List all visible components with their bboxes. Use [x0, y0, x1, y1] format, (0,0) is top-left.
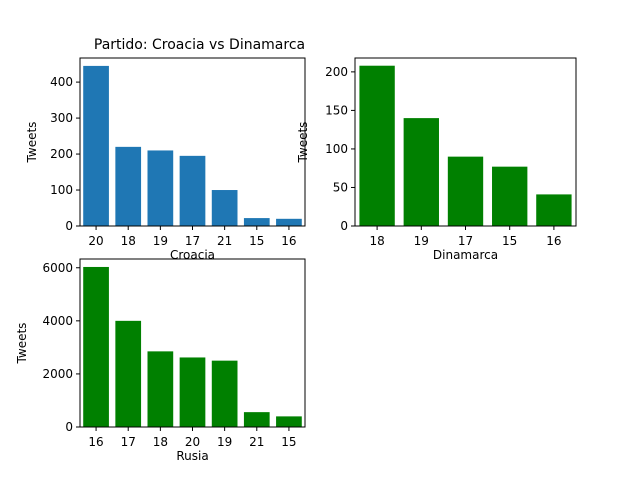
y-tick-label: 100	[50, 183, 73, 197]
bar-21	[211, 190, 238, 226]
bar-19	[147, 150, 174, 226]
bar-18	[359, 65, 395, 227]
y-axis-label: Tweets	[15, 323, 29, 365]
bar-19	[403, 118, 439, 226]
y-tick-label: 300	[50, 111, 73, 125]
x-tick-label: 20	[185, 435, 200, 449]
x-tick-label: 16	[281, 234, 296, 248]
x-tick-label: 17	[458, 234, 473, 248]
y-tick-label: 100	[325, 142, 348, 156]
bar-20	[83, 65, 109, 226]
bar-16	[276, 218, 302, 226]
x-tick-label: 20	[88, 234, 103, 248]
x-tick-label: 18	[153, 435, 168, 449]
x-axis-label: Rusia	[176, 449, 208, 463]
bar-17	[115, 320, 142, 427]
x-tick-label: 15	[281, 435, 296, 449]
x-axis-label: Dinamarca	[433, 248, 498, 262]
x-tick-label: 17	[121, 435, 136, 449]
bar-18	[115, 146, 142, 226]
x-tick-label: 21	[217, 234, 232, 248]
subplot-3: 16 17 18 20 19 21 15 0 2000 4000 6000 Rusia Tweets	[15, 258, 306, 463]
bar-15	[276, 416, 302, 427]
x-tick-label: 15	[249, 234, 264, 248]
bar-19	[211, 360, 238, 427]
x-tick-label: 16	[546, 234, 561, 248]
y-tick-label: 200	[50, 147, 73, 161]
y-tick-label: 0	[65, 219, 73, 233]
bar-20	[179, 357, 206, 427]
bar-16	[83, 266, 109, 427]
x-tick-label: 19	[217, 435, 232, 449]
bar-15	[492, 166, 528, 226]
y-tick-label: 6000	[42, 261, 73, 275]
x-tick-label: 16	[88, 435, 103, 449]
x-tick-label: 18	[121, 234, 136, 248]
y-axis-label: Tweets	[25, 122, 39, 164]
x-axis-label: Croacia	[170, 248, 215, 262]
bar-21	[243, 412, 270, 427]
y-tick-label: 4000	[42, 314, 73, 328]
x-tick-label: 17	[185, 234, 200, 248]
bar-18	[147, 351, 174, 427]
y-tick-label: 0	[340, 219, 348, 233]
y-tick-label: 0	[65, 420, 73, 434]
bar-16	[536, 194, 572, 226]
bar-15	[243, 218, 270, 226]
bar-17	[447, 156, 484, 226]
y-tick-label: 2000	[42, 367, 73, 381]
y-tick-label: 150	[325, 103, 348, 117]
y-tick-label: 200	[325, 65, 348, 79]
y-axis-label: Tweets	[296, 122, 310, 164]
y-tick-label: 400	[50, 75, 73, 89]
subplot-2: 18 19 17 15 16 0 50 100 150 200 Dinamarca Tweets	[296, 57, 577, 262]
x-tick-label: 21	[249, 435, 264, 449]
x-tick-label: 19	[414, 234, 429, 248]
x-tick-label: 19	[153, 234, 168, 248]
x-tick-label: 15	[502, 234, 517, 248]
bar-17	[179, 155, 206, 226]
y-tick-label: 50	[333, 180, 348, 194]
subplot-1: 20 18 19 17 21 15 16 0 100 200 300 400 Croacia Tweets…	[25, 37, 306, 262]
x-tick-label: 18	[369, 234, 384, 248]
chart-title: Partido: Croacia vs Dinamarca	[94, 37, 305, 53]
